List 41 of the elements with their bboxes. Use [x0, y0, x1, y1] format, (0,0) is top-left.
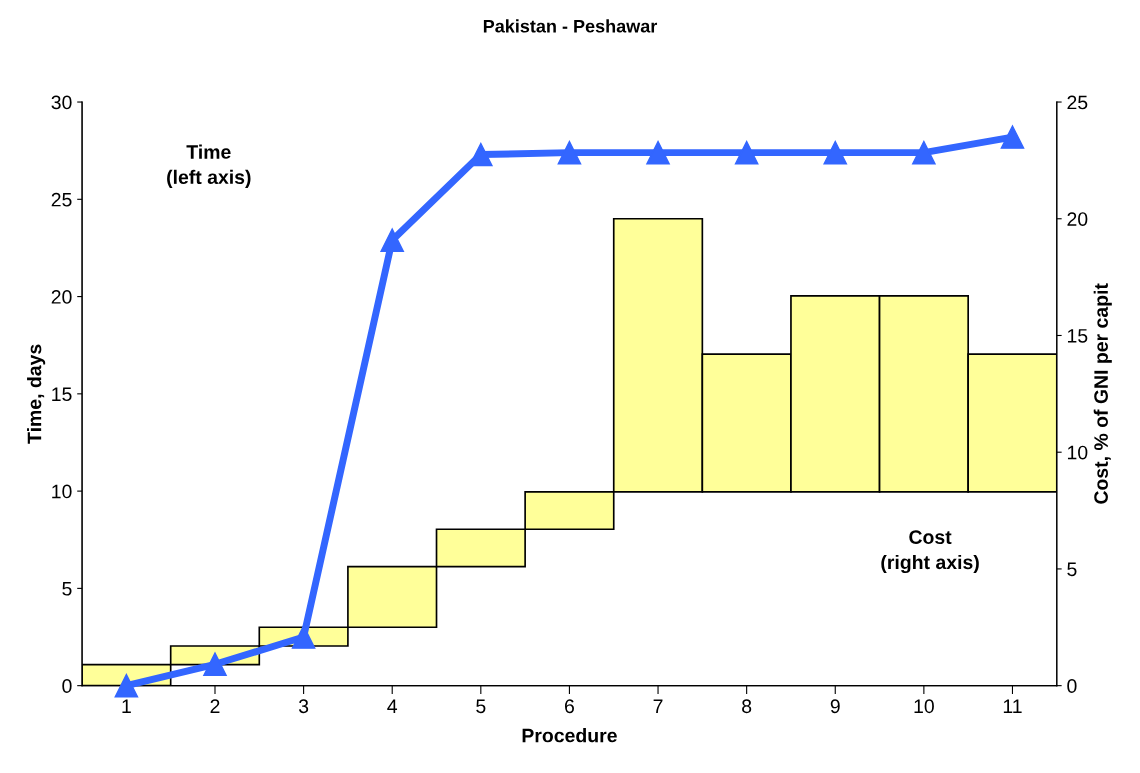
point: [734, 140, 759, 165]
x-axis-title: Procedure: [522, 728, 617, 743]
x-tick-label: 6: [565, 699, 574, 714]
x-tick-label: 5: [476, 699, 486, 714]
x-tick-label: 1: [122, 699, 131, 713]
y2-tick-label: 20: [1067, 212, 1088, 226]
point: [1000, 125, 1025, 149]
x-tick-label: 9: [830, 699, 840, 714]
y2-tick-label: 25: [1067, 95, 1088, 110]
x-tick-label: 8: [742, 699, 752, 714]
x-tick-label: 4: [387, 699, 398, 713]
y2-axis-title: Cost, % of GNI per capit: [1093, 283, 1112, 504]
y-axis-title: Time, days: [27, 344, 46, 444]
chart-title: Pakistan - Peshawar: [483, 19, 658, 33]
y2-tick-label: 5: [1067, 562, 1077, 577]
y-tick-label: 25: [51, 192, 72, 207]
x-tick-label: 3: [298, 699, 309, 714]
annotation: Cost (right axis): [881, 530, 979, 574]
x-tick-label: 11: [1003, 699, 1022, 713]
point: [203, 652, 227, 677]
point: [380, 228, 405, 252]
point: [823, 140, 848, 165]
x-tick-label: 10: [914, 699, 934, 714]
point: [912, 140, 936, 165]
x-tick-label: 7: [653, 699, 663, 713]
x-tick-label: 2: [210, 699, 220, 713]
point: [557, 140, 582, 165]
y2-tick-label: 10: [1067, 445, 1088, 460]
y-tick-label: 0: [62, 679, 72, 693]
y-tick-label: 5: [62, 582, 72, 596]
y-tick-label: 30: [51, 95, 72, 110]
y-tick-label: 20: [51, 290, 72, 304]
y-tick-label: 15: [52, 387, 72, 402]
point: [114, 673, 139, 698]
point: [646, 140, 670, 165]
point: [291, 625, 316, 649]
annotation: Time (left axis): [167, 144, 251, 188]
y2-tick-label: 15: [1067, 329, 1088, 343]
y-tick-label: 10: [52, 484, 72, 499]
y2-tick-label: 0: [1067, 679, 1077, 693]
point: [469, 142, 493, 167]
